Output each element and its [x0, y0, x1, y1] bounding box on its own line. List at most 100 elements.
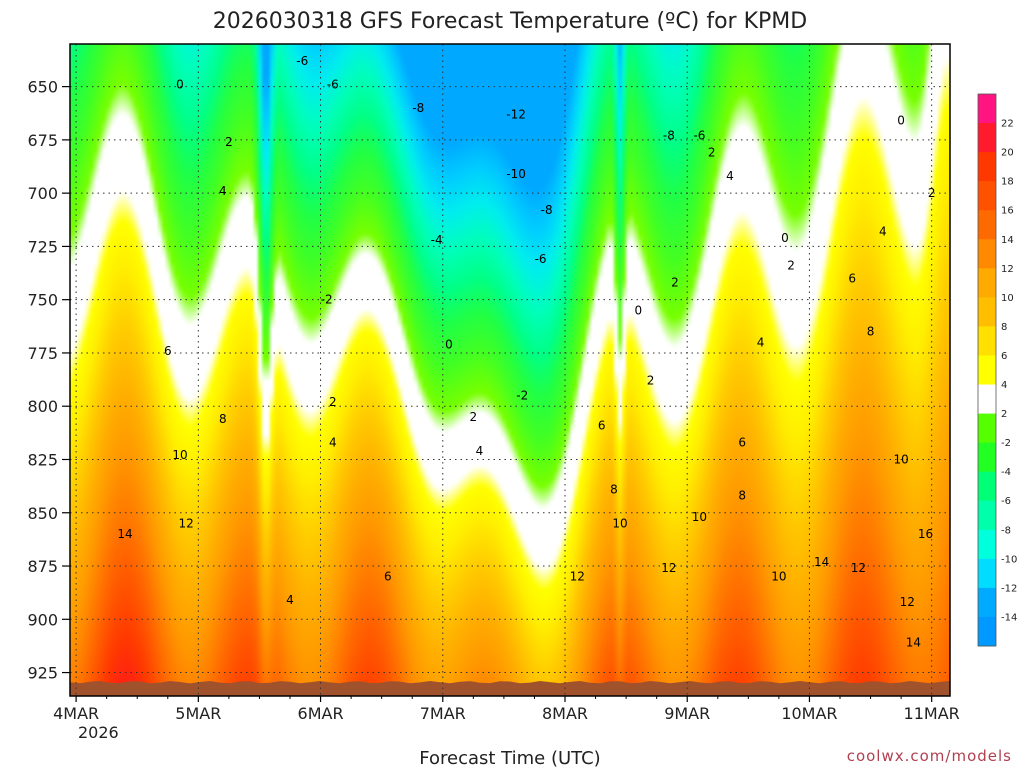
colorbar-swatch	[978, 268, 996, 298]
ground-surface	[70, 681, 950, 696]
colorbar-label: 12	[1001, 264, 1014, 275]
contour-label: 2	[787, 259, 795, 273]
colorbar-swatch	[978, 587, 996, 618]
contour-label: 6	[738, 435, 746, 449]
colorbar-swatch	[978, 442, 996, 473]
x-axis-title: Forecast Time (UTC)	[419, 748, 600, 768]
contour-label: 4	[219, 184, 227, 198]
colorbar-label: 10	[1001, 293, 1014, 304]
colorbar-label: -6	[1001, 496, 1011, 507]
colorbar-swatch	[978, 297, 996, 327]
y-tick-label: 825	[27, 450, 58, 469]
contour-labels: 024681012144-6-6-2246-8-4024-12-10-8-6-2…	[117, 54, 935, 650]
x-axis: 4MAR 5MAR 6MAR 7MAR 8MAR 9MAR 10MAR 11MAR	[53, 696, 960, 723]
colorbar-label: 16	[1001, 206, 1014, 217]
colorbar-swatch	[978, 558, 996, 589]
contour-label: 4	[757, 335, 765, 349]
x-tick-label: 9MAR	[664, 704, 710, 723]
colorbar-swatch	[978, 181, 996, 211]
contour-label: 12	[178, 516, 193, 530]
colorbar-swatch	[978, 471, 996, 502]
y-tick-label: 675	[27, 131, 58, 150]
contour-label: 16	[918, 527, 933, 541]
y-tick-label: 875	[27, 557, 58, 576]
contour-label: 10	[692, 510, 707, 524]
contour-label: 12	[661, 561, 676, 575]
colorbar-label: 2	[1001, 409, 1007, 420]
y-tick-label: 850	[27, 504, 58, 523]
contour-label: 10	[771, 570, 786, 584]
colorbar-label: 14	[1001, 235, 1014, 246]
contour-label: 4	[476, 444, 484, 458]
contour-label: 10	[612, 516, 627, 530]
contour-label: 2	[708, 146, 716, 160]
contour-label: 0	[635, 303, 643, 317]
plot-area: 024681012144-6-6-2246-8-4024-12-10-8-6-2…	[69, 43, 951, 697]
contour-label: 8	[738, 489, 746, 503]
contour-label: -6	[296, 54, 308, 68]
contour-label: 14	[814, 555, 829, 569]
plot-frame	[69, 43, 951, 697]
contour-label: 12	[851, 561, 866, 575]
colorbar-label: 18	[1001, 177, 1014, 188]
colorbar-label: 4	[1001, 380, 1007, 391]
contour-label: 6	[848, 271, 856, 285]
contour-label: 14	[117, 527, 132, 541]
x-tick-label: 4MAR	[53, 704, 99, 723]
y-tick-label: 900	[27, 610, 58, 629]
contour-label: 0	[781, 231, 789, 245]
x-tick-label: 6MAR	[298, 704, 344, 723]
colorbar-label: -10	[1001, 554, 1017, 565]
contour-label: 14	[906, 636, 921, 650]
y-axis: 650 675 700 725 750 775 800 825 850 875 900 925	[27, 78, 70, 683]
colorbar-swatch	[978, 529, 996, 560]
contour-label: -12	[506, 107, 526, 121]
colorbar-swatch	[978, 616, 996, 647]
contour-label: 12	[570, 570, 585, 584]
y-tick-label: 800	[27, 397, 58, 416]
contour-label: 0	[897, 114, 905, 128]
colorbar-label: -12	[1001, 583, 1017, 594]
contour-label: 2	[470, 410, 478, 424]
contour-label: 4	[879, 225, 887, 239]
contour-label: 12	[900, 595, 915, 609]
colorbar-frame	[977, 93, 997, 647]
contour-label: 8	[219, 412, 227, 426]
contour-label: -6	[693, 129, 705, 143]
x-tick-label: 5MAR	[175, 704, 221, 723]
contour-label: 4	[726, 169, 734, 183]
contour-label: -2	[321, 293, 333, 307]
contour-label: -4	[431, 233, 443, 247]
contour-label: -10	[506, 167, 526, 181]
contour-label: -8	[663, 129, 675, 143]
contour-label: -2	[516, 389, 528, 403]
contour-label: 10	[893, 452, 908, 466]
colorbar-label: -8	[1001, 525, 1011, 536]
colorbar-label: -4	[1001, 467, 1011, 478]
colorbar-label: -2	[1001, 438, 1011, 449]
watermark: coolwx.com/models	[847, 747, 1012, 765]
y-tick-label: 650	[27, 78, 58, 97]
year-label: 2026	[78, 723, 119, 742]
contour-label: -8	[541, 203, 553, 217]
contour-label: 6	[164, 344, 172, 358]
grid-lines	[70, 44, 950, 696]
contour-label: -6	[535, 252, 547, 266]
colorbar-swatch	[978, 326, 996, 356]
colorbar-swatch	[978, 239, 996, 269]
colorbar-swatch	[978, 384, 996, 415]
colorbar-label: -14	[1001, 612, 1017, 623]
contour-label: 2	[225, 135, 233, 149]
contour-label: -8	[412, 101, 424, 115]
contour-label: 0	[176, 77, 184, 91]
x-tick-label: 8MAR	[542, 704, 588, 723]
x-tick-label: 11MAR	[904, 704, 960, 723]
temperature-field	[70, 44, 950, 696]
colorbar-swatch	[978, 123, 996, 153]
contour-label: 8	[610, 482, 618, 496]
colorbar-swatch	[978, 94, 996, 124]
contour-label: 0	[445, 337, 453, 351]
y-tick-label: 925	[27, 664, 58, 683]
contour-label: 4	[329, 435, 337, 449]
colorbar-label: 6	[1001, 351, 1007, 362]
